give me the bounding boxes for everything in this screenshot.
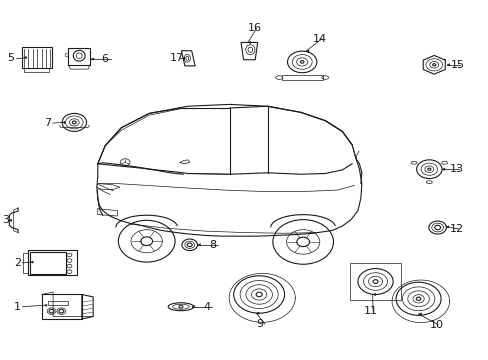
Text: 1: 1 [14,302,20,312]
Bar [48,301,68,306]
Text: 14: 14 [312,34,326,44]
Bar [24,68,49,72]
Bar [281,75,322,80]
Text: 7: 7 [44,118,51,128]
Text: 10: 10 [428,320,443,330]
Text: 12: 12 [449,224,463,234]
Bar [42,294,81,319]
Text: 15: 15 [450,60,464,70]
Text: 4: 4 [203,302,210,312]
Text: 17: 17 [170,53,184,63]
Text: 13: 13 [449,164,463,174]
Bar [30,252,65,274]
Bar [68,48,90,65]
Bar [28,250,77,275]
Text: 3: 3 [2,215,9,225]
Bar [23,253,28,273]
Bar [21,47,52,68]
Text: 5: 5 [7,53,14,63]
Text: 6: 6 [102,54,108,64]
Text: 16: 16 [247,23,262,33]
Bar [349,263,400,300]
Text: 11: 11 [364,306,378,316]
Text: 8: 8 [209,240,216,250]
Text: 2: 2 [14,258,21,268]
Bar [64,53,68,56]
Text: 9: 9 [256,319,263,329]
